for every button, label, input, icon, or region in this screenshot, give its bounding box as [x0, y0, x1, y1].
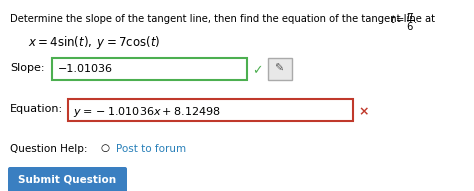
Text: ✎: ✎: [274, 64, 283, 74]
Text: ○: ○: [100, 143, 109, 153]
Text: ✓: ✓: [252, 64, 263, 77]
Text: $t = \dfrac{\pi}{6}$.: $t = \dfrac{\pi}{6}$.: [390, 12, 418, 33]
FancyBboxPatch shape: [52, 58, 247, 80]
Text: Question Help:: Question Help:: [10, 144, 88, 154]
FancyBboxPatch shape: [8, 167, 127, 191]
Text: $x = 4\sin(t),\; y = 7\cos(t)$: $x = 4\sin(t),\; y = 7\cos(t)$: [28, 34, 160, 51]
Text: $y = -1.01036x + 8.12498$: $y = -1.01036x + 8.12498$: [73, 105, 221, 119]
Text: Slope:: Slope:: [10, 63, 45, 73]
Text: Equation:: Equation:: [10, 104, 63, 114]
FancyBboxPatch shape: [68, 99, 353, 121]
Text: ×: ×: [358, 105, 368, 118]
Text: −1.01036: −1.01036: [58, 64, 113, 74]
Text: Post to forum: Post to forum: [116, 144, 186, 154]
FancyBboxPatch shape: [268, 58, 292, 80]
Text: Determine the slope of the tangent line, then find the equation of the tangent l: Determine the slope of the tangent line,…: [10, 14, 438, 24]
Text: Submit Question: Submit Question: [18, 175, 116, 185]
